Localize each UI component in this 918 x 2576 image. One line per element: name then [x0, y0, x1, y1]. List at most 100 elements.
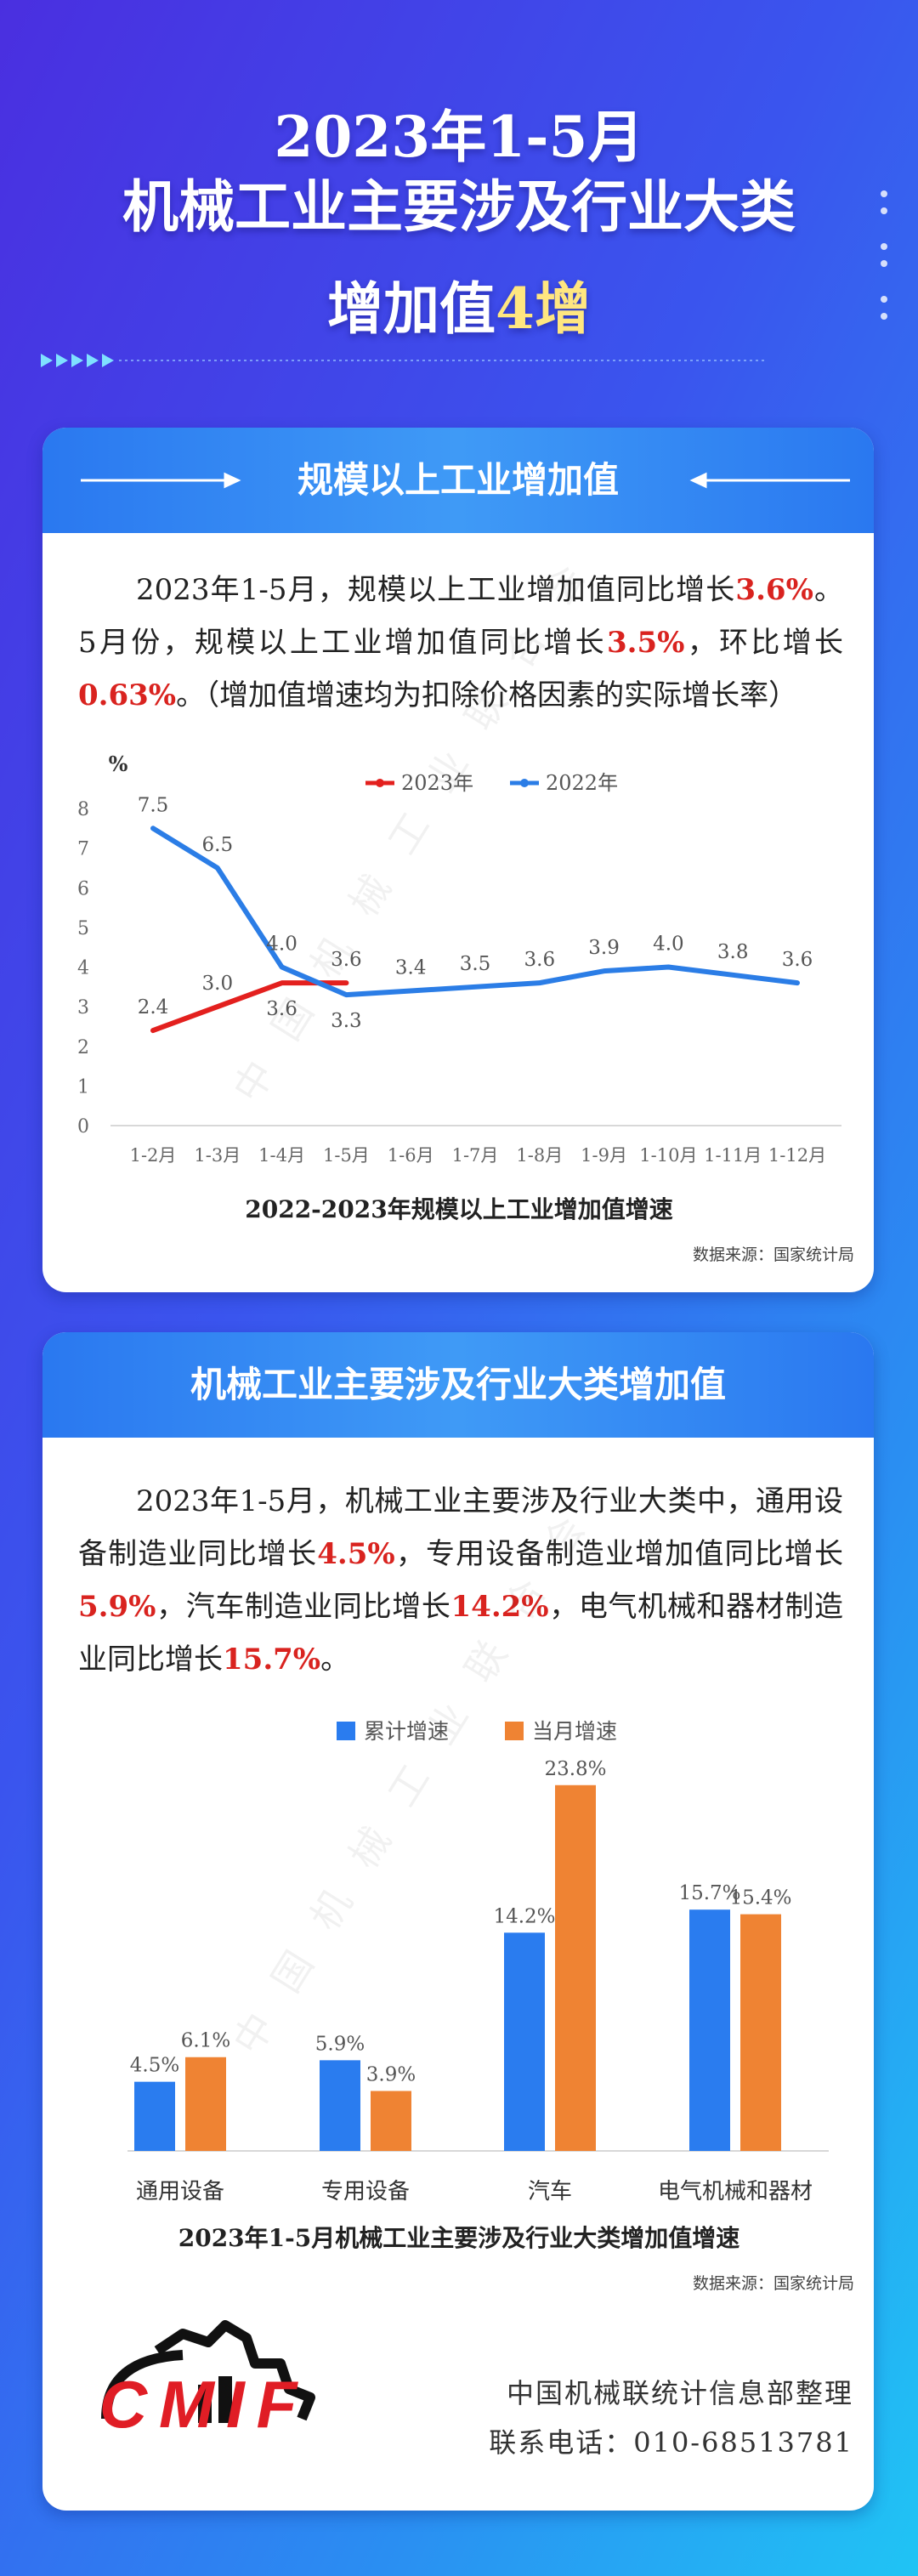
y-tick-label: 0	[77, 1116, 89, 1138]
text-segment: 3.5%	[606, 626, 685, 660]
paragraph: 2023年1-5月，机械工业主要涉及行业大类中，通用设备制造业同比增长4.5%，…	[78, 1475, 843, 1686]
data-label: 3.6	[524, 949, 556, 971]
data-label: 14.2%	[493, 1905, 555, 1927]
x-tick-label: 1-2月	[130, 1145, 177, 1166]
bar	[320, 2060, 360, 2151]
watermark: 中国机械工业联合会	[224, 528, 612, 1110]
x-tick-label: 1-8月	[516, 1145, 563, 1166]
data-label: 4.5%	[130, 2055, 179, 2077]
dot-deco	[881, 190, 887, 320]
text-segment: 3.6%	[735, 573, 813, 607]
bar	[689, 1909, 730, 2151]
text-segment: 。（增加值增速均为扣除价格因素的实际增长率）	[176, 678, 798, 712]
y-tick-label: 2	[77, 1037, 89, 1058]
data-label: 6.1%	[181, 2030, 230, 2052]
text-segment: 4.5%	[317, 1537, 395, 1571]
data-label: 2.4	[138, 996, 169, 1018]
y-tick-label: 6	[77, 878, 89, 899]
text-segment: 。	[320, 1643, 350, 1677]
legend-dot	[520, 779, 529, 787]
x-tick-label: 1-12月	[768, 1145, 826, 1166]
bar	[185, 2057, 226, 2151]
text-segment: 2023年1-5月	[274, 104, 644, 170]
legend-label: 当月增速	[532, 1719, 617, 1744]
y-tick-label: 5	[77, 918, 89, 939]
chart-source: 数据来源：国家统计局	[693, 2274, 854, 2293]
data-label: 15.4%	[729, 1887, 791, 1909]
text-segment: 机械工业主要涉及行业大类	[122, 173, 796, 240]
text-segment: 2023年1-5月，规模以上工业增加值同比增长	[136, 573, 736, 607]
data-label: 7.5	[138, 794, 169, 816]
paragraph: 2023年1-5月，规模以上工业增加值同比增长3.6%。5月份，规模以上工业增加…	[78, 564, 843, 722]
data-label: 3.5	[460, 953, 491, 975]
series-line	[150, 826, 800, 998]
chart-source: 数据来源：国家统计局	[693, 1245, 854, 1264]
data-label: 5.9%	[315, 2033, 365, 2055]
legend-label: 累计增速	[364, 1719, 449, 1744]
text-segment: ，专用设备制造业增加值同比增长	[394, 1537, 844, 1571]
y-unit: %	[109, 752, 128, 776]
title-line: 2023年1-5月	[0, 92, 918, 173]
text-segment: 4增	[496, 275, 591, 342]
y-tick-label: 3	[77, 997, 89, 1018]
x-tick-label: 1-4月	[258, 1145, 305, 1166]
text-segment: ，汽车制造业同比增长	[156, 1590, 451, 1624]
card-header	[42, 1332, 874, 1438]
text-segment: 。5月份，规模以上工业增加值同比增长	[78, 573, 844, 660]
data-label: 15.7%	[678, 1882, 740, 1904]
footer-credit: 中国机械联统计信息部整理	[506, 2377, 853, 2409]
legend-swatch	[337, 1722, 355, 1740]
header-arrows	[81, 472, 850, 489]
text-segment: ，电气机械和器材制造业同比增长	[78, 1590, 844, 1677]
x-tick-label: 1-6月	[388, 1145, 434, 1166]
bar	[134, 2081, 175, 2151]
text-segment: 14.2%	[450, 1590, 549, 1624]
data-label: 3.3	[331, 1010, 362, 1032]
card-title: 机械工业主要涉及行业大类增加值	[190, 1364, 726, 1405]
data-label: 6.5	[202, 834, 234, 856]
data-label: 4.0	[266, 933, 298, 956]
chart-title: 2022-2023年规模以上工业增加值增速	[245, 1195, 672, 1223]
data-label: 3.9%	[366, 2064, 416, 2086]
title-line: 机械工业主要涉及行业大类	[0, 162, 918, 243]
legend-label: 2022年	[546, 771, 618, 795]
text-segment: ，环比增长	[684, 626, 844, 660]
y-tick-label: 8	[77, 799, 89, 820]
y-tick-label: 4	[77, 958, 89, 979]
data-label: 3.8	[717, 941, 749, 963]
x-tick-label: 1-11月	[704, 1145, 762, 1166]
text-segment: 0.63%	[78, 678, 177, 712]
x-tick-label: 电气机械和器材	[658, 2179, 813, 2204]
bar	[371, 2091, 411, 2151]
x-tick-label: 1-9月	[581, 1145, 627, 1166]
x-tick-label: 通用设备	[136, 2179, 224, 2204]
bar	[504, 1932, 545, 2151]
card-title: 规模以上工业增加值	[297, 459, 619, 501]
x-tick-label: 汽车	[528, 2179, 572, 2204]
x-tick-label: 1-10月	[639, 1145, 697, 1166]
text-segment: 15.7%	[223, 1643, 321, 1677]
legend-label: 2023年	[401, 771, 473, 795]
y-tick-label: 1	[77, 1076, 89, 1098]
data-label: 3.9	[588, 937, 620, 959]
logo	[101, 2320, 315, 2423]
data-label: 3.6	[331, 949, 362, 971]
footer-contact: 联系电话：010-68513781	[489, 2426, 853, 2459]
text-segment: 5.9%	[78, 1590, 156, 1624]
logo-text: CMIF	[99, 2367, 309, 2442]
legend-swatch	[505, 1722, 524, 1740]
card: 机械工业主要涉及行业大类增加值 2023年1-5月，机械工业主要涉及行业大类中，…	[42, 1332, 874, 2511]
data-label: 3.6	[266, 998, 298, 1020]
bar	[555, 1784, 596, 2151]
data-label: 23.8%	[544, 1758, 606, 1780]
chart-title: 2023年1-5月机械工业主要涉及行业大类增加值增速	[178, 2224, 740, 2252]
title-line: 增加值4增	[0, 264, 918, 345]
data-label: 3.4	[395, 956, 427, 979]
data-label: 4.0	[653, 933, 684, 956]
text-segment: 增加值	[327, 275, 496, 342]
x-tick-label: 专用设备	[321, 2179, 410, 2204]
x-tick-label: 1-7月	[452, 1145, 499, 1166]
x-tick-label: 1-3月	[194, 1145, 241, 1166]
